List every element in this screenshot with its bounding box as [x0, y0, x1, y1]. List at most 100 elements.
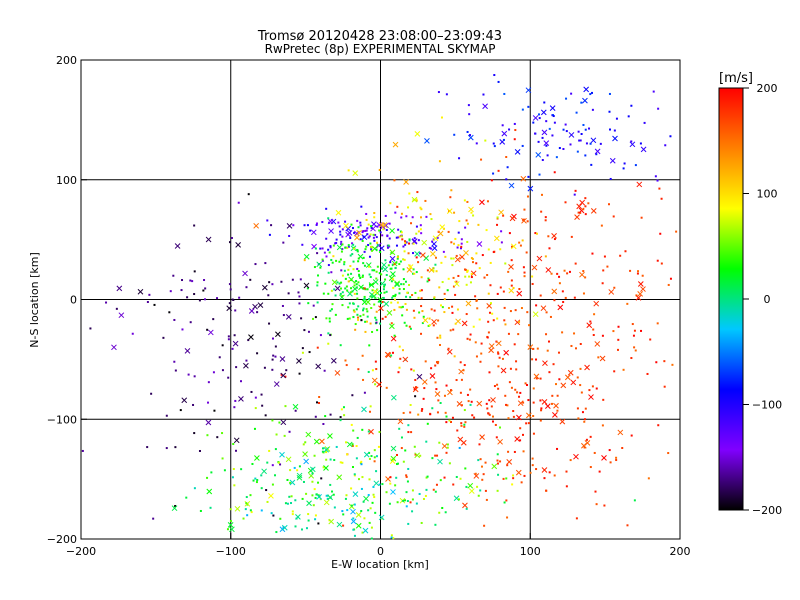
- data-point: [548, 471, 551, 474]
- data-point: [382, 288, 385, 291]
- data-marker-x: [551, 288, 558, 295]
- data-point: [232, 468, 235, 471]
- data-point: [281, 304, 284, 307]
- data-point: [400, 436, 403, 439]
- data-point: [393, 298, 396, 301]
- data-point: [278, 421, 281, 424]
- data-marker-x: [579, 199, 586, 206]
- data-point: [370, 249, 373, 252]
- data-point: [274, 345, 277, 348]
- data-point: [305, 492, 308, 495]
- data-point: [347, 245, 350, 248]
- data-marker-x: [421, 379, 428, 385]
- data-marker-x: [414, 131, 421, 137]
- data-point: [353, 231, 356, 234]
- data-point: [390, 280, 393, 283]
- data-point: [507, 417, 510, 420]
- data-point: [335, 445, 338, 448]
- data-point: [193, 270, 196, 273]
- data-point: [311, 494, 314, 497]
- data-marker-x: [327, 433, 333, 439]
- data-point: [487, 331, 490, 334]
- data-point: [325, 207, 328, 210]
- data-point: [487, 320, 490, 323]
- data-point: [497, 365, 500, 368]
- data-point: [266, 500, 269, 503]
- data-point: [641, 274, 644, 277]
- data-point: [451, 305, 454, 308]
- data-point: [535, 358, 538, 361]
- data-point: [496, 383, 499, 386]
- data-point: [382, 228, 385, 231]
- colorbar-tick-label: 100: [757, 188, 778, 201]
- data-point: [512, 410, 515, 413]
- data-point: [415, 225, 418, 228]
- data-point: [234, 309, 237, 312]
- data-point: [579, 367, 582, 370]
- data-point: [521, 144, 524, 147]
- data-point: [290, 495, 293, 498]
- data-point: [374, 383, 377, 386]
- data-marker-x: [174, 243, 181, 249]
- data-point: [349, 237, 352, 240]
- data-point: [385, 274, 388, 277]
- data-point: [343, 414, 346, 417]
- data-marker-x: [434, 391, 441, 397]
- data-point: [565, 485, 568, 488]
- data-point: [371, 369, 374, 372]
- data-point: [233, 334, 236, 337]
- data-point: [375, 455, 378, 458]
- data-point: [362, 230, 365, 233]
- data-point: [415, 198, 418, 201]
- data-point: [362, 309, 365, 312]
- data-point: [360, 460, 363, 463]
- data-marker-x: [453, 281, 460, 287]
- data-point: [344, 277, 347, 280]
- data-point: [421, 322, 424, 325]
- data-point: [439, 336, 442, 339]
- data-marker-x: [371, 377, 378, 384]
- data-point: [251, 462, 254, 465]
- data-point: [373, 269, 376, 272]
- data-marker-x: [540, 109, 547, 116]
- data-point: [413, 445, 416, 448]
- data-point: [633, 346, 636, 349]
- x-tick-label: 200: [670, 545, 691, 558]
- data-marker-x: [327, 218, 334, 225]
- data-point: [334, 313, 337, 316]
- data-point: [230, 237, 233, 240]
- data-point: [368, 283, 371, 286]
- data-point: [507, 332, 510, 335]
- data-point: [367, 370, 370, 373]
- data-point: [476, 307, 479, 310]
- data-point: [357, 260, 360, 263]
- data-marker-x: [541, 467, 548, 473]
- data-points: [81, 74, 678, 540]
- data-point: [307, 330, 310, 333]
- data-marker-x: [345, 225, 352, 232]
- data-point: [356, 292, 359, 295]
- data-point: [415, 199, 418, 202]
- data-point: [341, 291, 344, 294]
- data-point: [407, 467, 410, 470]
- data-point: [468, 338, 471, 341]
- data-point: [519, 427, 522, 430]
- data-point: [316, 301, 319, 304]
- data-point: [410, 431, 413, 434]
- data-point: [306, 287, 309, 290]
- data-point: [357, 270, 360, 273]
- data-point: [381, 300, 384, 303]
- data-point: [357, 368, 360, 371]
- data-point: [545, 489, 548, 492]
- data-point: [399, 357, 402, 360]
- data-point: [466, 222, 469, 225]
- data-point: [378, 272, 381, 275]
- data-point: [520, 481, 523, 484]
- data-point: [234, 399, 237, 402]
- data-point: [601, 282, 604, 285]
- data-point: [531, 358, 534, 361]
- data-point: [480, 465, 483, 468]
- data-point: [337, 221, 340, 224]
- data-point: [540, 210, 543, 213]
- data-point: [291, 278, 294, 281]
